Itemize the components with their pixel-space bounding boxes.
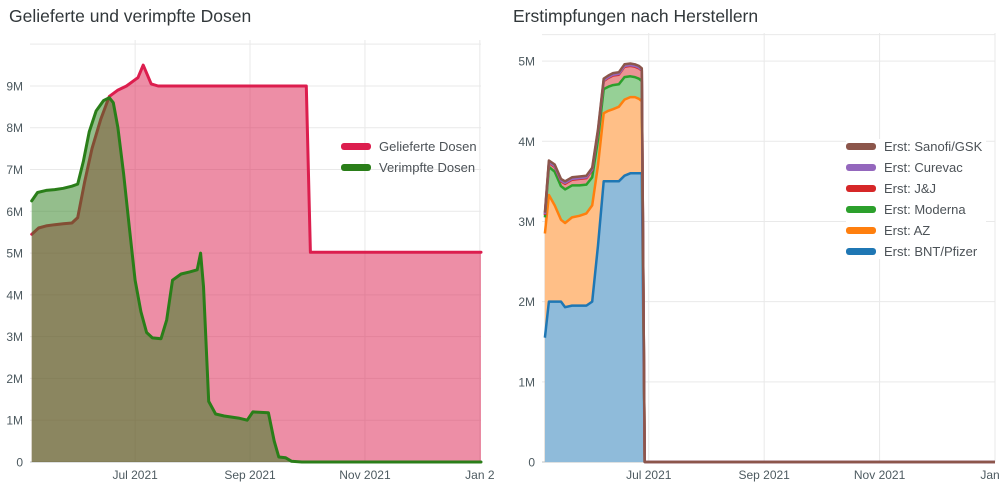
legend-item-verimpfte-dosen[interactable]: Verimpfte Dosen (341, 160, 477, 175)
legend-swatch-curevac (846, 164, 876, 171)
legend-swatch-verimpfte-dosen (341, 164, 371, 171)
legend-item-gelieferte-dosen[interactable]: Gelieferte Dosen (341, 139, 477, 154)
legend-swatch-moderna (846, 206, 876, 213)
legend-label-moderna: Erst: Moderna (884, 202, 966, 217)
legend-left: Gelieferte Dosen Verimpfte Dosen (341, 139, 477, 175)
y-tick-label: 6M (6, 205, 23, 219)
line-erst-az (543, 95, 995, 464)
x-tick-label: Sep 2021 (738, 468, 790, 482)
legend-label-gelieferte-dosen: Gelieferte Dosen (379, 139, 477, 154)
line-erst-bnt-pfizer (543, 172, 995, 464)
chart-delivered-vs-administered-doses: 0 1M 2M 3M 4M 5M 6M 7M 8M 9M Jul 2021 Sep 2021 Nov 2… (0, 0, 500, 489)
y-tick-label: 9M (6, 79, 23, 93)
y-tick-label: 0 (16, 456, 23, 470)
legend-label-bnt-pfizer: Erst: BNT/Pfizer (884, 244, 978, 259)
area-verimpfte-dosen (31, 97, 481, 462)
y-tick-label: 2M (518, 295, 535, 309)
line-erst-moderna (543, 75, 995, 464)
chart-first-vaccinations-by-manufacturer: 0 1M 2M 3M 4M 5M Jul 2021 Sep 2021 Nov 2021 Jan 2… (500, 0, 1000, 489)
legend-item-jj[interactable]: Erst: J&J (846, 181, 982, 196)
legend-item-moderna[interactable]: Erst: Moderna (846, 202, 982, 217)
x-tick-label: Sep 2021 (224, 468, 276, 482)
chart-title-left: Gelieferte und verimpfte Dosen (9, 6, 252, 26)
y-tick-label: 2M (6, 372, 23, 386)
line-verimpfte-dosen (30, 96, 483, 464)
legend-label-sanofi-gsk: Erst: Sanofi/GSK (884, 139, 983, 154)
x-tick-label: Jan 2 (465, 468, 495, 482)
legend-item-az[interactable]: Erst: AZ (846, 223, 982, 238)
y-tick-label: 0 (528, 456, 535, 470)
legend-swatch-az (846, 227, 876, 234)
x-tick-label: Jul 2021 (112, 468, 158, 482)
y-tick-label: 4M (6, 288, 23, 302)
legend-right: Erst: Sanofi/GSK Erst: Curevac Erst: J&J… (846, 139, 987, 259)
delivered-doses-plot-canvas[interactable]: 0 1M 2M 3M 4M 5M 6M 7M 8M 9M Jul 2021 Sep 2021 Nov 2… (0, 0, 500, 489)
manufacturer-plot-canvas[interactable]: 0 1M 2M 3M 4M 5M Jul 2021 Sep 2021 Nov 2021 Jan 2 (500, 0, 1000, 489)
y-tick-label: 5M (6, 247, 23, 261)
y-tick-label: 4M (518, 135, 535, 149)
legend-swatch-jj (846, 185, 876, 192)
y-tick-label: 7M (6, 163, 23, 177)
legend-swatch-sanofi-gsk (846, 143, 876, 150)
area-erst-bnt-pfizer (544, 173, 995, 463)
x-tick-label: Jan 2 (980, 468, 1000, 482)
x-tick-label: Jul 2021 (626, 468, 672, 482)
y-tick-label: 8M (6, 121, 23, 135)
legend-label-curevac: Erst: Curevac (884, 160, 963, 175)
legend-label-verimpfte-dosen: Verimpfte Dosen (379, 160, 476, 175)
legend-item-sanofi-gsk[interactable]: Erst: Sanofi/GSK (846, 139, 982, 154)
x-tick-label: Nov 2021 (854, 468, 906, 482)
line-erst-sanofi-gsk (543, 62, 995, 464)
legend-swatch-bnt-pfizer (846, 248, 876, 255)
legend-swatch-gelieferte-dosen (341, 143, 371, 150)
legend-item-curevac[interactable]: Erst: Curevac (846, 160, 982, 175)
x-tick-label: Nov 2021 (339, 468, 391, 482)
y-tick-label: 1M (6, 414, 23, 428)
y-tick-label: 3M (518, 215, 535, 229)
legend-item-bnt-pfizer[interactable]: Erst: BNT/Pfizer (846, 244, 982, 259)
y-tick-label: 5M (518, 55, 535, 69)
y-tick-label: 3M (6, 330, 23, 344)
legend-label-az: Erst: AZ (884, 223, 931, 238)
chart-title-right: Erstimpfungen nach Herstellern (513, 6, 759, 26)
y-tick-label: 1M (518, 375, 535, 389)
legend-label-jj: Erst: J&J (884, 181, 937, 196)
